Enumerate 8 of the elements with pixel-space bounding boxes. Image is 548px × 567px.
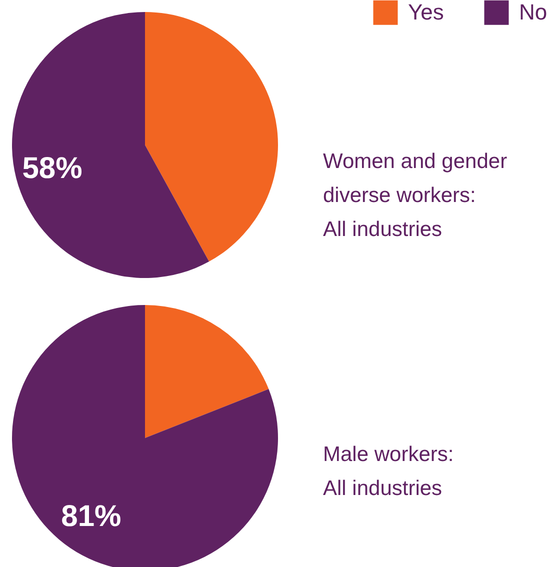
data-label: 58%	[22, 152, 82, 185]
legend-label: No	[519, 0, 548, 25]
pie-slice	[145, 12, 278, 262]
text: Women and gender diverse workers: All industries	[323, 150, 508, 241]
pie-slice	[12, 12, 210, 278]
text: Male workers: All industries	[323, 443, 454, 500]
legend-label: Yes	[408, 0, 444, 25]
data-label: 81%	[61, 500, 122, 534]
